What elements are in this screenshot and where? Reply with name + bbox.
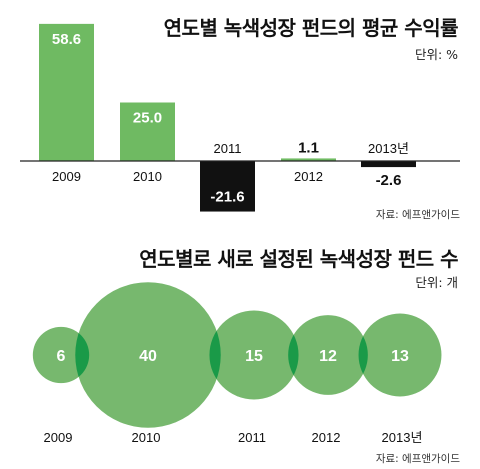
bar-category-label: 2013년: [368, 141, 409, 156]
bar-chart: 58.6 2009 25.0 2010 -21.6 2011 1.1 2012 -2.6 2013…: [20, 23, 460, 212]
bar-category-label: 2009: [52, 169, 81, 184]
bubble-chart-unit: 단위: 개: [415, 275, 458, 290]
bar-2011: [200, 161, 255, 212]
bubble-2013년: [358, 313, 442, 397]
bubble-chart-title: 연도별로 새로 설정된 녹색성장 펀드 수: [139, 247, 458, 271]
bar-2013년: [361, 161, 416, 168]
bar-chart-source: 자료: 에프앤가이드: [375, 209, 460, 221]
bubble-category-label: 2012: [312, 430, 341, 445]
bar-value-label: 1.1: [298, 139, 319, 156]
bar-chart-title: 연도별 녹색성장 펀드의 평균 수익률: [163, 16, 459, 40]
bar-value-label: 25.0: [133, 110, 162, 127]
bar-2010: [120, 102, 175, 161]
bar-series: 58.6 2009 25.0 2010 -21.6 2011 1.1 2012 -2.6 2013…: [39, 23, 416, 212]
bubble-chart-source: 자료: 에프앤가이드: [375, 453, 460, 465]
bar-category-label: 2010: [133, 169, 162, 184]
bar-value-label: -21.6: [210, 189, 244, 206]
bar-chart-unit: 단위: %: [414, 47, 458, 62]
bubble-series: 6 40 15 12 13 2009 2010 2011 2012 2013년: [32, 282, 442, 445]
bubble-value-label: 6: [57, 348, 66, 365]
bubble-category-label: 2013년: [382, 430, 423, 445]
bar-value-label: -2.6: [376, 172, 402, 189]
bubble-value-label: 12: [319, 348, 337, 365]
bar-category-label: 2012: [294, 169, 323, 184]
bubble-2010: [75, 282, 221, 428]
bubble-category-label: 2009: [44, 430, 73, 445]
bar-value-label: 58.6: [52, 31, 81, 48]
bubble-category-label: 2010: [132, 430, 161, 445]
bar-2012: [281, 158, 336, 161]
bubble-2009: [32, 326, 90, 384]
bubble-value-label: 13: [391, 348, 409, 365]
bar-2009: [39, 23, 94, 161]
bubble-value-label: 15: [245, 348, 263, 365]
bar-category-label: 2011: [214, 141, 242, 156]
bubble-chart: 6 40 15 12 13 2009 2010 2011 2012 2013년: [32, 282, 442, 445]
bubble-value-label: 40: [139, 348, 157, 365]
bubble-category-label: 2011: [238, 430, 266, 445]
bubble-2012: [288, 315, 368, 395]
bubble-2011: [209, 310, 299, 400]
